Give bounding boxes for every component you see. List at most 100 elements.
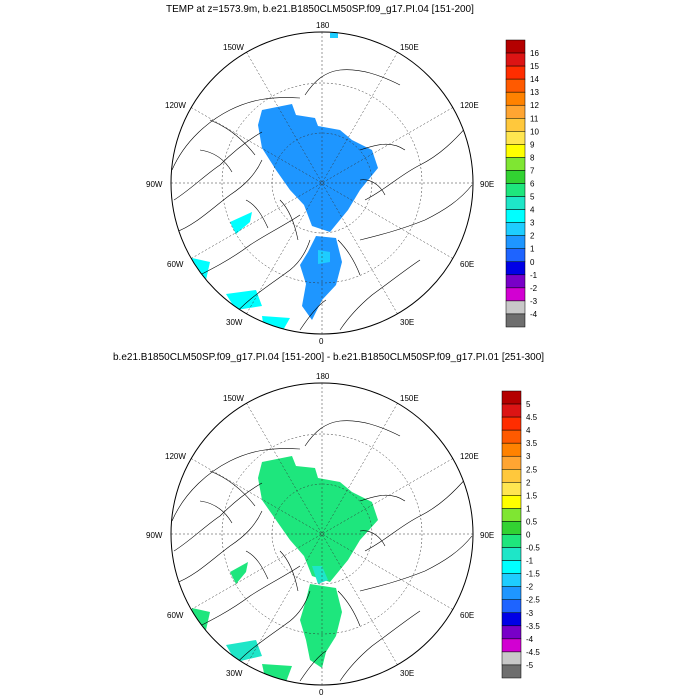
colorbar-label: -2 bbox=[530, 284, 538, 293]
colorbar-label: 10 bbox=[530, 127, 539, 136]
colorbar-swatch bbox=[501, 403, 522, 418]
colorbar-label: 4 bbox=[530, 206, 535, 215]
colorbar-label: 3 bbox=[526, 452, 531, 461]
colorbar-label: -4 bbox=[526, 635, 534, 644]
colorbar-label: 0 bbox=[530, 258, 535, 267]
colorbar-label: 0.5 bbox=[526, 517, 538, 526]
coastlines bbox=[171, 69, 473, 331]
temp-region bbox=[330, 32, 338, 38]
lon-label: 180 bbox=[316, 21, 330, 30]
top-map-title: TEMP at z=1573.9m, b.e21.B1850CLM50SP.f0… bbox=[166, 4, 474, 15]
colorbar-label: 7 bbox=[530, 166, 535, 175]
colorbar-label: 4 bbox=[526, 426, 531, 435]
colorbar-label: -1 bbox=[530, 271, 538, 280]
colorbar-swatch bbox=[501, 599, 522, 614]
colorbar-swatch bbox=[501, 547, 522, 561]
colorbar-swatch bbox=[501, 612, 522, 627]
colorbar-label: 5 bbox=[526, 400, 531, 409]
bottom-polar-map: 180 150E 120E 90E 60E 30E 0 30W 60W 90W … bbox=[146, 372, 494, 697]
colorbar-label: 15 bbox=[530, 62, 539, 71]
colorbar-label: -0.5 bbox=[526, 544, 540, 553]
lon-label: 120E bbox=[460, 452, 479, 461]
colorbar-label: -2 bbox=[526, 583, 534, 592]
colorbar-swatch bbox=[501, 573, 522, 587]
lon-label: 30W bbox=[226, 669, 243, 678]
temp-region bbox=[258, 104, 378, 232]
colorbar-swatch bbox=[501, 560, 522, 574]
lon-label: 120W bbox=[165, 101, 186, 110]
colorbar-label: 14 bbox=[530, 75, 539, 84]
colorbar-label: 4.5 bbox=[526, 413, 538, 422]
colorbar-label: 12 bbox=[530, 101, 539, 110]
top-polar-map: 180 150E 120E 90E 60E 30E 0 30W 60W 90W … bbox=[146, 21, 494, 346]
colorbar-label: 8 bbox=[530, 153, 535, 162]
colorbar-swatch bbox=[505, 248, 526, 263]
colorbar-swatch bbox=[505, 300, 526, 315]
colorbar-swatch bbox=[505, 170, 526, 184]
colorbar-swatch bbox=[501, 416, 522, 431]
colorbar-label: 3 bbox=[530, 219, 535, 228]
colorbar-swatch bbox=[505, 183, 526, 197]
colorbar-swatch bbox=[505, 78, 526, 93]
colorbar-label: 2 bbox=[530, 232, 535, 241]
graticule bbox=[171, 32, 473, 334]
colorbar-label: 1.5 bbox=[526, 491, 538, 500]
temp-region bbox=[300, 236, 342, 320]
colorbar-label: -3 bbox=[526, 609, 534, 618]
colorbar-label: 6 bbox=[530, 180, 535, 189]
temp-region bbox=[318, 250, 330, 264]
graticule bbox=[171, 383, 473, 685]
colorbar-swatch bbox=[501, 469, 522, 483]
colorbar-label: 2.5 bbox=[526, 465, 538, 474]
lon-label: 150W bbox=[223, 394, 244, 403]
colorbar-swatch bbox=[505, 235, 526, 249]
lon-label: 0 bbox=[319, 337, 324, 346]
colorbar-swatch bbox=[501, 429, 522, 444]
coastlines bbox=[171, 420, 473, 682]
colorbar-label: -1.5 bbox=[526, 570, 540, 579]
colorbar-swatch bbox=[501, 586, 522, 600]
colorbar-label: 1 bbox=[526, 504, 531, 513]
colorbar-swatch bbox=[501, 442, 522, 457]
lon-label: 90W bbox=[146, 180, 163, 189]
diff-region bbox=[230, 562, 248, 584]
colorbar-label: -4 bbox=[530, 310, 538, 319]
colorbar-swatch bbox=[505, 274, 526, 289]
colorbar-swatch bbox=[501, 455, 522, 470]
lon-label: 150W bbox=[223, 43, 244, 52]
colorbar-swatch bbox=[505, 65, 526, 80]
lon-label: 30E bbox=[400, 669, 414, 678]
colorbar-swatch bbox=[501, 638, 522, 653]
colorbar-swatch bbox=[505, 91, 526, 106]
colorbar-label: -1 bbox=[526, 557, 534, 566]
colorbar-swatch bbox=[505, 261, 526, 276]
colorbar-label: 9 bbox=[530, 140, 535, 149]
colorbar-label: -2.5 bbox=[526, 596, 540, 605]
bottom-colorbar: 5 4.5 4 3.5 3 2.5 2 1.5 1 0.5 0 -0.5 -1 -1.5 -2 -2.5 -3 -… bbox=[501, 390, 540, 679]
colorbar-swatch bbox=[505, 222, 526, 236]
colorbar-label: 0 bbox=[526, 531, 531, 540]
colorbar-swatch bbox=[505, 131, 526, 145]
lon-label: 120E bbox=[460, 101, 479, 110]
lon-label: 60E bbox=[460, 260, 474, 269]
colorbar-label: -3 bbox=[530, 297, 538, 306]
colorbar-label: 16 bbox=[530, 49, 539, 58]
map-border bbox=[170, 31, 474, 335]
colorbar-swatch bbox=[501, 495, 522, 509]
colorbar-swatch bbox=[501, 521, 522, 535]
colorbar-label: 13 bbox=[530, 88, 539, 97]
lon-label: 60W bbox=[167, 260, 184, 269]
colorbar-swatch bbox=[501, 625, 522, 640]
colorbar-swatch bbox=[505, 196, 526, 210]
lon-label: 90E bbox=[480, 180, 494, 189]
colorbar-swatch bbox=[505, 313, 526, 328]
lon-label: 120W bbox=[165, 452, 186, 461]
lon-label: 60W bbox=[167, 611, 184, 620]
colorbar-label: 11 bbox=[530, 114, 539, 123]
colorbar-swatch bbox=[505, 287, 526, 302]
lon-label: 90E bbox=[480, 531, 494, 540]
colorbar-swatch bbox=[501, 390, 522, 405]
lon-label: 0 bbox=[319, 688, 324, 697]
